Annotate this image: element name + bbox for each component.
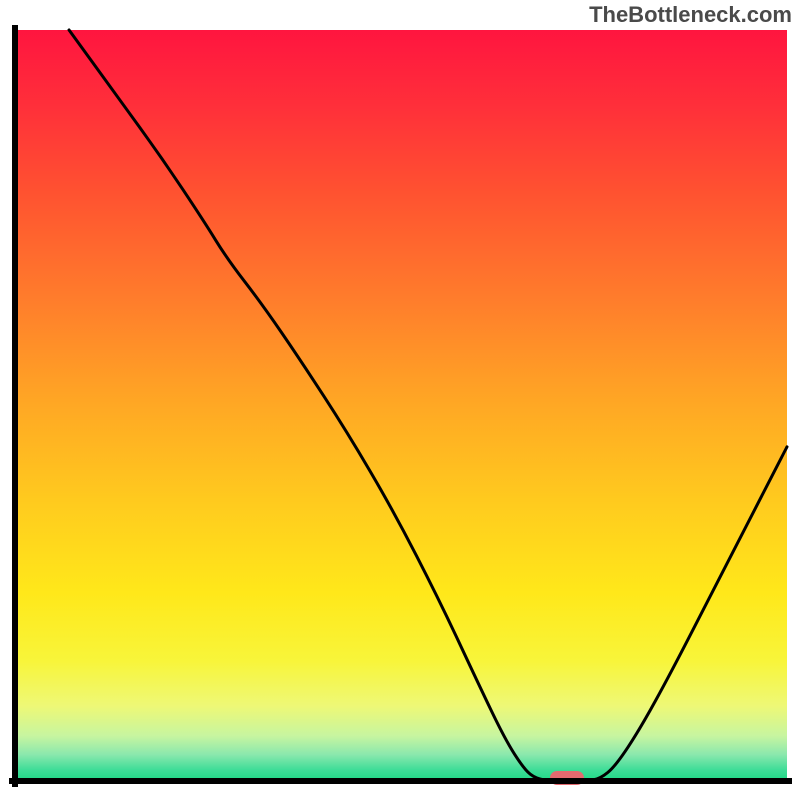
- bottleneck-chart: TheBottleneck.com: [0, 0, 800, 800]
- bottleneck-curve: [69, 30, 787, 781]
- curve-layer: [15, 30, 787, 781]
- plot-area: [15, 30, 787, 781]
- optimum-marker: [550, 771, 585, 785]
- watermark-text: TheBottleneck.com: [589, 2, 792, 28]
